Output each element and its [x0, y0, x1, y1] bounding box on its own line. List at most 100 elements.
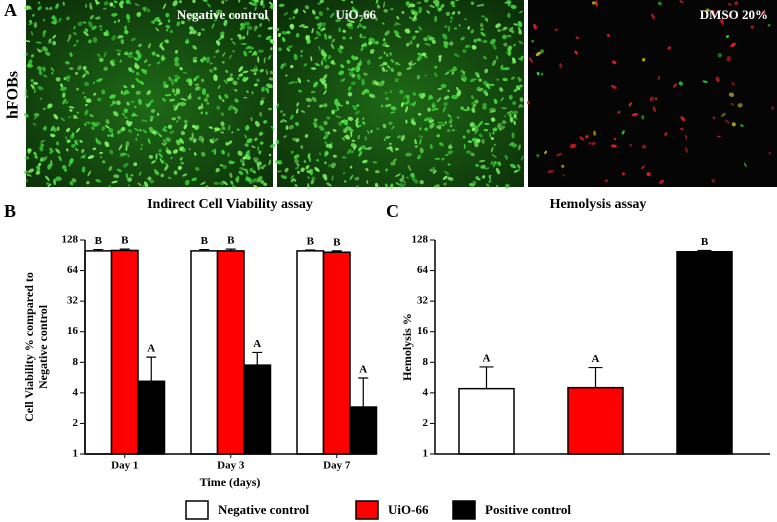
cell [232, 106, 237, 111]
cell [482, 175, 486, 179]
cell [408, 16, 413, 20]
cell [513, 43, 516, 47]
cell [165, 149, 172, 155]
cell [89, 14, 94, 20]
cell [569, 143, 577, 149]
cell [389, 90, 393, 94]
cell [123, 52, 128, 56]
cell [258, 131, 264, 136]
cell [69, 158, 74, 165]
cell [261, 86, 267, 91]
cell [574, 50, 578, 55]
cell [355, 104, 360, 108]
cell [123, 25, 128, 30]
cell [180, 130, 186, 136]
cell [215, 49, 220, 54]
cell [220, 31, 225, 36]
cell [57, 126, 60, 131]
cell [119, 59, 122, 63]
cell [506, 51, 511, 57]
cell [518, 57, 523, 61]
cell [383, 38, 386, 42]
cell [119, 153, 127, 157]
cell [184, 179, 190, 186]
cell [476, 177, 481, 181]
cell [297, 77, 302, 84]
cell [355, 65, 360, 73]
cell [137, 54, 142, 59]
cell [69, 67, 74, 70]
cell [253, 185, 259, 189]
cell [474, 128, 479, 135]
cell [268, 107, 272, 111]
cell [55, 77, 61, 82]
cell [528, 57, 533, 64]
cell [508, 113, 512, 117]
cell [95, 16, 101, 20]
cell [269, 5, 274, 9]
cell [350, 67, 356, 72]
cell [388, 121, 393, 125]
cell [368, 37, 373, 42]
cell [340, 64, 345, 69]
cell [434, 15, 438, 23]
cell [50, 125, 55, 132]
cell [374, 40, 379, 45]
cell [621, 130, 625, 135]
cell [82, 91, 85, 94]
cell [242, 163, 245, 167]
cell [322, 173, 328, 179]
cell [657, 1, 662, 6]
cell [492, 59, 497, 66]
cell [650, 13, 656, 20]
cell [562, 173, 565, 177]
cell [482, 106, 487, 110]
cell [156, 61, 161, 65]
cell [66, 148, 69, 152]
cell [245, 175, 248, 181]
cell [285, 74, 288, 77]
cell [26, 63, 34, 68]
cell [290, 178, 295, 183]
bar [676, 251, 733, 455]
cell [508, 142, 515, 147]
cell [341, 156, 347, 159]
cell [323, 89, 327, 95]
cell [207, 3, 211, 8]
cell [305, 97, 312, 103]
cell [98, 24, 103, 28]
cell [447, 176, 454, 181]
cell [518, 78, 522, 82]
y-tick-label: 8 [423, 356, 429, 368]
cell [172, 0, 178, 7]
cell [295, 121, 300, 126]
cell [196, 86, 201, 91]
cell [284, 120, 287, 123]
cell [130, 100, 135, 103]
cell [405, 119, 408, 124]
cell [368, 93, 376, 98]
cell [118, 129, 122, 134]
cell [32, 13, 35, 17]
cell [243, 50, 248, 57]
cell [579, 136, 585, 141]
cell [232, 50, 235, 53]
cell [746, 15, 749, 19]
cell [230, 180, 234, 185]
cell [188, 31, 193, 35]
cell [511, 60, 515, 64]
cell [451, 71, 455, 75]
cell [238, 0, 241, 3]
cell [518, 104, 522, 108]
cell [482, 102, 487, 108]
cell [85, 98, 92, 103]
cell [410, 172, 415, 178]
cell [40, 97, 42, 101]
cell [189, 29, 196, 32]
cell [37, 6, 42, 11]
cell [268, 159, 272, 166]
cell [485, 183, 490, 187]
cell [507, 12, 511, 19]
cell [246, 29, 249, 36]
cell [244, 143, 249, 147]
